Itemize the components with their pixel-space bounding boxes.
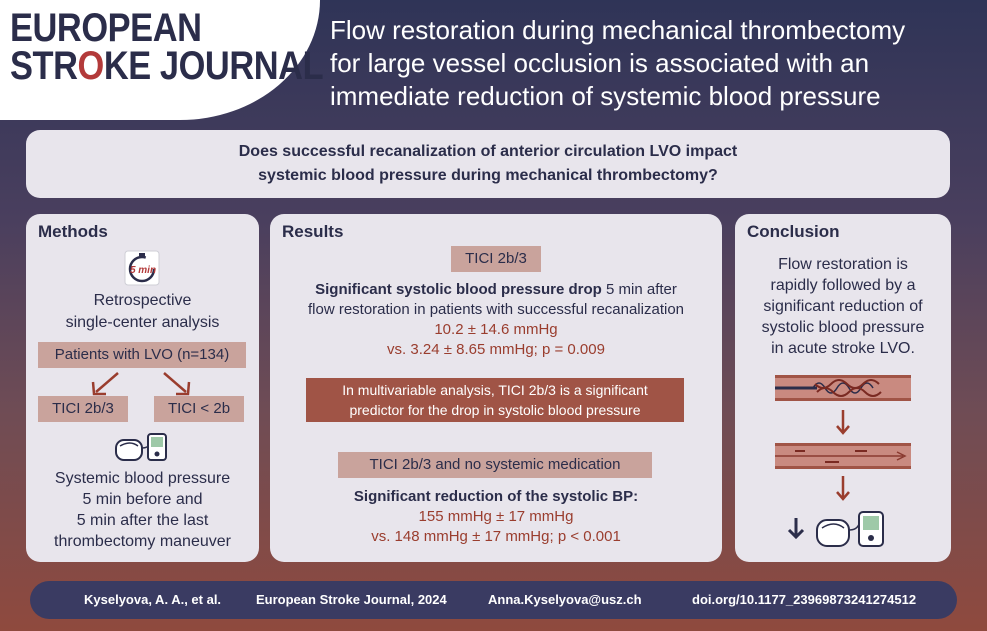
bp-measurement-text: Systemic blood pressure 5 min before and… xyxy=(26,468,259,552)
footer-email[interactable]: Anna.Kyselyova@usz.ch xyxy=(488,592,642,607)
multivariable-badge: In multivariable analysis, TICI 2b/3 is … xyxy=(306,378,684,422)
finding-1: Significant systolic blood pressure drop… xyxy=(270,280,722,360)
conclusion-panel: Conclusion Flow restoration is rapidly f… xyxy=(735,214,951,562)
conclusion-line-1: Flow restoration is xyxy=(778,256,908,273)
footer-authors: Kyselyova, A. A., et al. xyxy=(84,592,222,607)
blood-pressure-monitor-icon xyxy=(115,433,167,461)
logo-text-a: STR xyxy=(10,44,78,88)
finding-1-value-1: 10.2 ± 14.6 mmHg xyxy=(434,321,558,338)
logo-text-o: O xyxy=(77,44,105,88)
bp-line-1: Systemic blood pressure xyxy=(54,470,231,487)
methods-title: Methods xyxy=(38,222,108,241)
footer-doi-link[interactable]: doi.org/10.1177_23969873241274512 xyxy=(692,592,917,607)
bp-line-2: 5 min before and xyxy=(82,491,203,508)
title-line-2: for large vessel occlusion is associated… xyxy=(330,48,870,78)
finding-1-rest: 5 min after xyxy=(601,281,677,298)
footer-journal: European Stroke Journal, 2024 xyxy=(256,592,447,607)
citation-footer: Kyselyova, A. A., et al. European Stroke… xyxy=(30,581,957,619)
logo-text-b: KE JOURNAL xyxy=(103,44,324,88)
methods-panel: Methods 5 min Retrospective single-cente… xyxy=(26,214,259,562)
question-line-2: systemic blood pressure during mechanica… xyxy=(258,167,718,184)
patients-badge: Patients with LVO (n=134) xyxy=(38,342,246,368)
analysis-line-2: single-center analysis xyxy=(65,314,220,331)
results-panel: Results TICI 2b/3 Significant systolic b… xyxy=(270,214,722,562)
group-tici-below-2b: TICI < 2b xyxy=(154,396,244,422)
timer-label: 5 min xyxy=(130,265,156,276)
arrow-down-icon xyxy=(836,410,850,435)
conclusion-line-3: significant reduction of xyxy=(763,298,923,315)
results-title: Results xyxy=(282,222,344,241)
blood-pressure-monitor-icon xyxy=(816,511,884,547)
finding-2-value-2: vs. 148 mmHg ± 17 mmHg; p < 0.001 xyxy=(371,528,621,545)
logo-line-2: STROKE JOURNAL xyxy=(10,44,324,89)
question-line-1: Does successful recanalization of anteri… xyxy=(238,143,738,160)
conclusion-text: Flow restoration is rapidly followed by … xyxy=(735,254,951,359)
arrow-down-right-icon xyxy=(163,372,191,396)
results-tag-tici: TICI 2b/3 xyxy=(451,246,541,272)
title-line-3: immediate reduction of systemic blood pr… xyxy=(330,81,881,111)
arrow-down-icon xyxy=(787,518,805,540)
finding-2-value-1: 155 mmHg ± 17 mmHg xyxy=(418,508,574,525)
analysis-line-1: Retrospective xyxy=(93,292,192,309)
bp-line-3: 5 min after the last xyxy=(76,512,209,529)
title-line-1: Flow restoration during mechanical throm… xyxy=(330,15,906,45)
finding-2: Significant reduction of the systolic BP… xyxy=(270,487,722,547)
arrow-down-icon xyxy=(836,476,850,501)
occluded-vessel-icon xyxy=(775,375,911,401)
finding-2-text: Significant reduction of the systolic BP… xyxy=(353,488,639,505)
bp-line-4: thrombectomy maneuver xyxy=(54,533,231,550)
journal-logo: EUROPEAN STROKE JOURNAL xyxy=(0,0,324,120)
finding-1-line-1: Significant systolic blood pressure drop… xyxy=(270,280,722,300)
finding-1-value-2: vs. 3.24 ± 8.65 mmHg; p = 0.009 xyxy=(387,341,605,358)
arrow-down-left-icon xyxy=(91,372,119,396)
timer-icon: 5 min xyxy=(124,250,160,286)
multivariable-line-1: In multivariable analysis, TICI 2b/3 is … xyxy=(342,382,648,398)
open-vessel-icon xyxy=(775,443,911,469)
conclusion-line-2: rapidly followed by a xyxy=(770,277,916,294)
conclusion-line-5: in acute stroke LVO. xyxy=(771,340,915,357)
analysis-text: Retrospective single-center analysis xyxy=(26,290,259,334)
conclusion-title: Conclusion xyxy=(747,222,840,241)
research-question: Does successful recanalization of anteri… xyxy=(26,130,950,198)
multivariable-line-2: predictor for the drop in systolic blood… xyxy=(349,402,641,418)
logo-line-1: EUROPEAN xyxy=(10,6,202,50)
finding-1-line-2: flow restoration in patients with succes… xyxy=(307,301,685,318)
finding-1-bold: Significant systolic blood pressure drop xyxy=(315,281,602,298)
group-tici-2b3: TICI 2b/3 xyxy=(38,396,128,422)
conclusion-line-4: systolic blood pressure xyxy=(761,319,925,336)
results-tag-no-medication: TICI 2b/3 and no systemic medication xyxy=(338,452,652,478)
page-title: Flow restoration during mechanical throm… xyxy=(330,14,975,113)
